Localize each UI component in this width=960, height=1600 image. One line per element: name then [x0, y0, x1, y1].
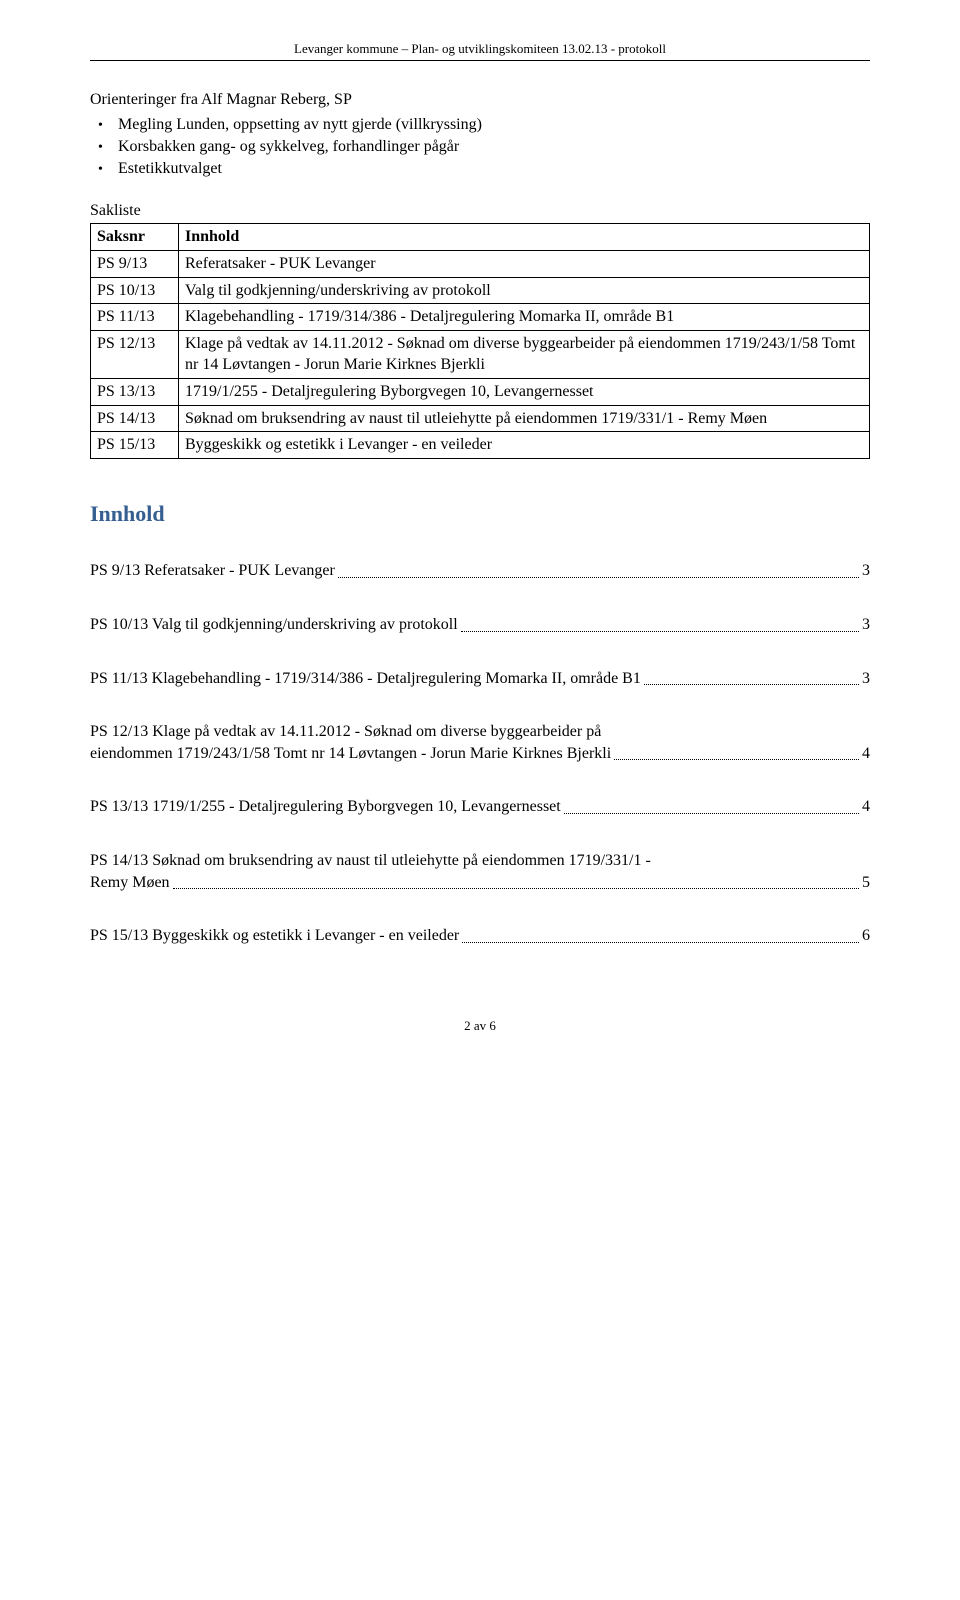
table-row: PS 14/13 Søknad om bruksendring av naust…: [91, 405, 870, 432]
toc-leader-dots: [564, 813, 859, 814]
table-row: PS 13/13 1719/1/255 - Detaljregulering B…: [91, 378, 870, 405]
table-header-row: Saksnr Innhold: [91, 224, 870, 251]
toc-text: PS 9/13 Referatsaker - PUK Levanger: [90, 560, 335, 582]
list-item: Megling Lunden, oppsetting av nytt gjerd…: [118, 114, 870, 136]
toc-entry: PS 9/13 Referatsaker - PUK Levanger 3: [90, 560, 870, 582]
cell-saksnr: PS 11/13: [91, 304, 179, 331]
toc-leader-dots: [462, 942, 859, 943]
col-header-saksnr: Saksnr: [91, 224, 179, 251]
toc-text: PS 11/13 Klagebehandling - 1719/314/386 …: [90, 668, 641, 690]
col-header-innhold: Innhold: [179, 224, 870, 251]
toc-leader-dots: [338, 577, 859, 578]
cell-innhold: Byggeskikk og estetikk i Levanger - en v…: [179, 432, 870, 459]
cell-innhold: Klagebehandling - 1719/314/386 - Detaljr…: [179, 304, 870, 331]
page-footer: 2 av 6: [90, 1017, 870, 1035]
sakliste-label: Sakliste: [90, 200, 870, 222]
table-row: PS 9/13 Referatsaker - PUK Levanger: [91, 251, 870, 278]
toc-text: PS 13/13 1719/1/255 - Detaljregulering B…: [90, 796, 561, 818]
cell-innhold: Klage på vedtak av 14.11.2012 - Søknad o…: [179, 330, 870, 378]
toc-leader-dots: [614, 759, 859, 760]
cell-saksnr: PS 9/13: [91, 251, 179, 278]
toc-page-number: 3: [862, 668, 870, 690]
toc-entry: PS 11/13 Klagebehandling - 1719/314/386 …: [90, 668, 870, 690]
toc-entry: PS 14/13 Søknad om bruksendring av naust…: [90, 850, 870, 893]
toc-page-number: 3: [862, 614, 870, 636]
cell-innhold: Valg til godkjenning/underskriving av pr…: [179, 277, 870, 304]
page-header: Levanger kommune – Plan- og utviklingsko…: [90, 40, 870, 61]
toc: PS 9/13 Referatsaker - PUK Levanger 3 PS 1…: [90, 560, 870, 946]
toc-title: Innhold: [90, 499, 870, 529]
toc-text: PS 10/13 Valg til godkjenning/underskriv…: [90, 614, 458, 636]
orienteringer-title: Orienteringer fra Alf Magnar Reberg, SP: [90, 89, 870, 111]
cell-saksnr: PS 15/13: [91, 432, 179, 459]
cell-saksnr: PS 14/13: [91, 405, 179, 432]
toc-page-number: 6: [862, 925, 870, 947]
sakliste-table: Saksnr Innhold PS 9/13 Referatsaker - PU…: [90, 223, 870, 458]
cell-innhold: Søknad om bruksendring av naust til utle…: [179, 405, 870, 432]
table-row: PS 15/13 Byggeskikk og estetikk i Levang…: [91, 432, 870, 459]
toc-leader-dots: [173, 888, 859, 889]
toc-entry: PS 10/13 Valg til godkjenning/underskriv…: [90, 614, 870, 636]
list-item: Estetikkutvalget: [118, 158, 870, 180]
toc-text: eiendommen 1719/243/1/58 Tomt nr 14 Løvt…: [90, 743, 611, 765]
toc-text: Remy Møen: [90, 872, 170, 894]
toc-page-number: 4: [862, 743, 870, 765]
table-row: PS 12/13 Klage på vedtak av 14.11.2012 -…: [91, 330, 870, 378]
cell-innhold: 1719/1/255 - Detaljregulering Byborgvege…: [179, 378, 870, 405]
toc-text: PS 12/13 Klage på vedtak av 14.11.2012 -…: [90, 721, 870, 743]
toc-page-number: 4: [862, 796, 870, 818]
toc-entry: PS 15/13 Byggeskikk og estetikk i Levang…: [90, 925, 870, 947]
cell-saksnr: PS 10/13: [91, 277, 179, 304]
toc-page-number: 3: [862, 560, 870, 582]
cell-saksnr: PS 13/13: [91, 378, 179, 405]
toc-entry: PS 12/13 Klage på vedtak av 14.11.2012 -…: [90, 721, 870, 764]
toc-leader-dots: [644, 684, 859, 685]
list-item: Korsbakken gang- og sykkelveg, forhandli…: [118, 136, 870, 158]
toc-text: PS 14/13 Søknad om bruksendring av naust…: [90, 850, 870, 872]
toc-text: PS 15/13 Byggeskikk og estetikk i Levang…: [90, 925, 459, 947]
toc-page-number: 5: [862, 872, 870, 894]
table-row: PS 10/13 Valg til godkjenning/underskriv…: [91, 277, 870, 304]
table-row: PS 11/13 Klagebehandling - 1719/314/386 …: [91, 304, 870, 331]
toc-leader-dots: [461, 631, 859, 632]
cell-innhold: Referatsaker - PUK Levanger: [179, 251, 870, 278]
toc-entry: PS 13/13 1719/1/255 - Detaljregulering B…: [90, 796, 870, 818]
orienteringer-list: Megling Lunden, oppsetting av nytt gjerd…: [118, 114, 870, 180]
cell-saksnr: PS 12/13: [91, 330, 179, 378]
